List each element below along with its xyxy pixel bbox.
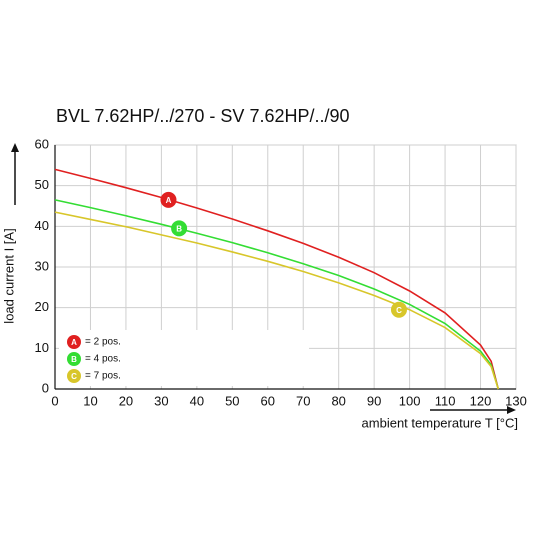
x-tick-label: 0 [51,393,58,408]
y-tick-label: 50 [35,177,49,192]
y-tick-label: 0 [42,380,49,395]
legend-marker [67,335,81,349]
curve-marker [160,191,177,208]
y-tick-label: 20 [35,299,49,314]
x-tick-label: 70 [296,393,310,408]
line [54,199,500,390]
legend-marker-label: B [71,355,77,364]
curve-marker-label: B [176,224,182,233]
x-tick-label: 120 [470,393,492,408]
chart-title: BVL 7.62HP/../270 - SV 7.62HP/../90 [56,106,350,126]
curve-marker [390,301,407,318]
x-arrowhead [507,406,516,414]
curve-marker [171,220,188,237]
x-tick-label: 130 [505,393,527,408]
y-tick-label: 10 [35,340,49,355]
legend-label: = 2 pos. [85,337,121,348]
x-tick-label: 100 [399,393,421,408]
legend-box [59,330,309,386]
x-tick-label: 80 [331,393,345,408]
x-tick-label: 110 [435,393,456,408]
x-tick-label: 40 [190,393,204,408]
line [54,211,500,390]
line [54,168,500,390]
x-tick-label: 30 [154,393,168,408]
x-tick-label: 90 [367,393,381,408]
x-axis-label: ambient temperature T [°C] [362,415,518,430]
legend-marker-label: C [71,372,77,381]
legend-label: = 4 pos. [85,354,121,365]
curve-marker-label: A [166,196,172,205]
curve-marker-label: C [396,306,402,315]
legend-label: = 7 pos. [85,371,121,382]
x-tick-label: 60 [261,393,275,408]
y-arrowhead [11,143,19,152]
x-tick-label: 10 [83,393,97,408]
legend-marker [67,352,81,366]
legend-marker [67,369,81,383]
x-tick-label: 50 [225,393,239,408]
y-tick-label: 40 [35,218,49,233]
y-tick-label: 60 [35,136,49,151]
y-tick-label: 30 [35,258,49,273]
y-axis-label: load current I [A] [1,228,16,323]
legend-marker-label: A [71,338,77,347]
x-tick-label: 20 [119,393,133,408]
